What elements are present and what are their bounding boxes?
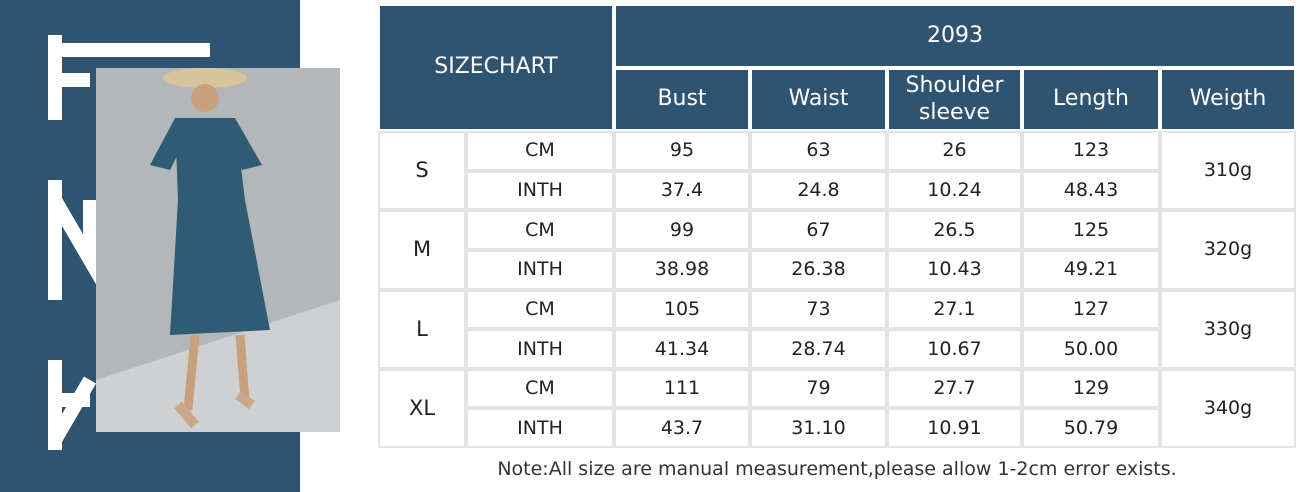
measurement: 111 — [614, 368, 750, 409]
measurement: 43.7 — [614, 408, 750, 448]
measurement: 10.67 — [887, 329, 1022, 369]
measurement: 67 — [750, 210, 887, 250]
unit-label: INTH — [466, 408, 614, 448]
column-header: Bust — [614, 68, 750, 131]
weight: 320g — [1160, 210, 1296, 290]
weight: 310g — [1160, 131, 1296, 211]
unit-label: CM — [466, 289, 614, 330]
measurement: 10.43 — [887, 249, 1022, 290]
unit-label: CM — [466, 210, 614, 250]
measurement: 99 — [614, 210, 750, 250]
measurement: 37.4 — [614, 170, 750, 211]
weight: 340g — [1160, 368, 1296, 448]
measurement: 48.43 — [1022, 170, 1160, 211]
unit-label: INTH — [466, 329, 614, 369]
unit-label: CM — [466, 131, 614, 171]
product-code: 2093 — [614, 4, 1296, 68]
decorative-letters — [48, 35, 210, 450]
column-header: Waist — [750, 68, 887, 131]
size-label: XL — [378, 368, 466, 448]
measurement: 127 — [1022, 289, 1160, 330]
measurement: 26.5 — [887, 210, 1022, 250]
measurement: 123 — [1022, 131, 1160, 171]
measurement: 129 — [1022, 368, 1160, 409]
measurement: 95 — [614, 131, 750, 171]
measurement: 50.00 — [1022, 329, 1160, 369]
measurement: 63 — [750, 131, 887, 171]
measurement: 49.21 — [1022, 249, 1160, 290]
size-label: M — [378, 210, 466, 290]
side-panel — [0, 0, 340, 492]
table-title: SIZECHART — [378, 4, 614, 131]
measurement: 27.7 — [887, 368, 1022, 409]
model-figure — [150, 68, 270, 429]
measurement: 10.91 — [887, 408, 1022, 448]
measurement: 10.24 — [887, 170, 1022, 211]
measurement: 26.38 — [750, 249, 887, 290]
measurement: 28.74 — [750, 329, 887, 369]
column-header: Length — [1022, 68, 1160, 131]
measurement: 38.98 — [614, 249, 750, 290]
photo-floor — [96, 300, 340, 432]
size-label: L — [378, 289, 466, 369]
unit-label: CM — [466, 368, 614, 409]
measurement: 79 — [750, 368, 887, 409]
measurement: 27.1 — [887, 289, 1022, 330]
unit-label: INTH — [466, 249, 614, 290]
measurement: 41.34 — [614, 329, 750, 369]
unit-label: INTH — [466, 170, 614, 211]
weight: 330g — [1160, 289, 1296, 369]
measurement: 105 — [614, 289, 750, 330]
measurement: 31.10 — [750, 408, 887, 448]
column-header: Weigth — [1160, 68, 1296, 131]
measurement: 73 — [750, 289, 887, 330]
measurement: 24.8 — [750, 170, 887, 211]
measurement: 26 — [887, 131, 1022, 171]
note: Note:All size are manual measurement,ple… — [497, 458, 1177, 480]
measurement: 125 — [1022, 210, 1160, 250]
size-label: S — [378, 131, 466, 211]
measurement: 50.79 — [1022, 408, 1160, 448]
column-header: Shoulder sleeve — [887, 68, 1022, 131]
